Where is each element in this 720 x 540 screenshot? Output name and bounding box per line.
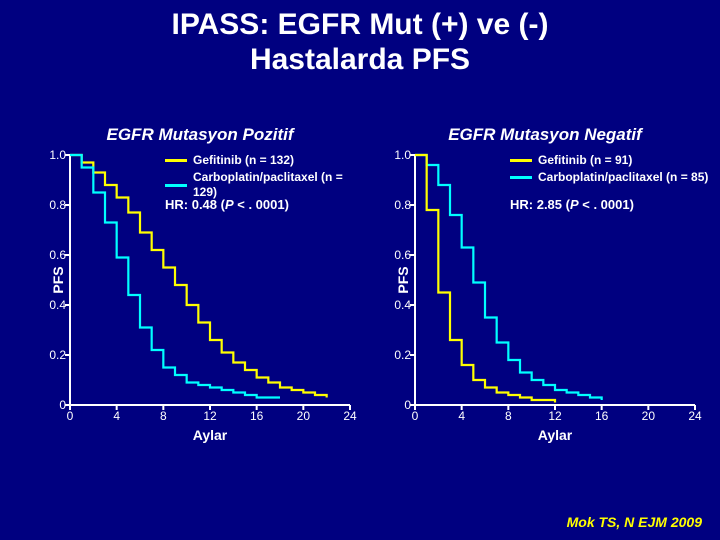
slide-title: IPASS: EGFR Mut (+) ve (-) Hastalarda PF… <box>0 8 720 77</box>
y-tick-label: 0.4 <box>38 298 66 312</box>
km-curve <box>70 155 327 398</box>
x-tick-label: 8 <box>160 409 167 423</box>
panel-title: EGFR Mutasyon Pozitif <box>30 125 370 145</box>
axis-lines <box>70 155 350 405</box>
y-tick-label: 0.4 <box>383 298 411 312</box>
tick-marks <box>410 155 695 410</box>
y-tick-label: 0.6 <box>383 248 411 262</box>
chart-area: PFSAylar00.20.40.60.81.004812162024 <box>70 155 350 405</box>
y-tick-label: 1.0 <box>38 148 66 162</box>
x-tick-label: 24 <box>343 409 356 423</box>
x-tick-label: 16 <box>250 409 263 423</box>
x-tick-label: 24 <box>688 409 701 423</box>
y-tick-label: 0.8 <box>38 198 66 212</box>
y-tick-label: 0.2 <box>383 348 411 362</box>
title-line1: IPASS: EGFR Mut (+) ve (-) <box>172 8 549 41</box>
x-tick-label: 4 <box>113 409 120 423</box>
axis-lines <box>415 155 695 405</box>
chart-svg <box>70 155 350 405</box>
x-tick-label: 0 <box>412 409 419 423</box>
x-tick-label: 12 <box>548 409 561 423</box>
x-tick-label: 12 <box>203 409 216 423</box>
x-tick-label: 20 <box>297 409 310 423</box>
x-tick-label: 20 <box>642 409 655 423</box>
panel-egfr-negative: EGFR Mutasyon NegatifGefitinib (n = 91)C… <box>375 125 715 475</box>
slide: IPASS: EGFR Mut (+) ve (-) Hastalarda PF… <box>0 0 720 540</box>
y-tick-label: 0.2 <box>38 348 66 362</box>
chart-area: PFSAylar00.20.40.60.81.004812162024 <box>415 155 695 405</box>
x-tick-label: 0 <box>67 409 74 423</box>
x-axis-label: Aylar <box>538 427 573 443</box>
y-tick-label: 0 <box>38 398 66 412</box>
km-curve <box>415 155 602 400</box>
x-tick-label: 16 <box>595 409 608 423</box>
y-tick-label: 0 <box>383 398 411 412</box>
y-axis-label: PFS <box>395 266 411 293</box>
x-tick-label: 4 <box>458 409 465 423</box>
x-axis-label: Aylar <box>193 427 228 443</box>
y-tick-label: 0.6 <box>38 248 66 262</box>
chart-svg <box>415 155 695 405</box>
km-curve <box>415 155 555 403</box>
citation-text: Mok TS, N EJM 2009 <box>567 514 702 530</box>
x-tick-label: 8 <box>505 409 512 423</box>
y-axis-label: PFS <box>50 266 66 293</box>
y-tick-label: 0.8 <box>383 198 411 212</box>
y-tick-label: 1.0 <box>383 148 411 162</box>
tick-marks <box>65 155 350 410</box>
panel-title: EGFR Mutasyon Negatif <box>375 125 715 145</box>
panel-egfr-positive: EGFR Mutasyon PozitifGefitinib (n = 132)… <box>30 125 370 475</box>
title-line2: Hastalarda PFS <box>250 43 470 76</box>
